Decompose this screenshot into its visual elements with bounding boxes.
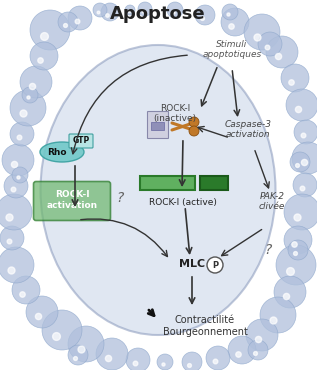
Circle shape: [274, 276, 306, 308]
Text: GTP: GTP: [72, 135, 90, 145]
Circle shape: [292, 142, 317, 174]
Circle shape: [284, 194, 317, 230]
Circle shape: [22, 87, 38, 103]
Circle shape: [30, 42, 58, 70]
Circle shape: [96, 338, 128, 370]
Circle shape: [207, 257, 223, 273]
Ellipse shape: [40, 142, 84, 162]
Circle shape: [10, 122, 34, 146]
FancyBboxPatch shape: [34, 182, 111, 221]
Circle shape: [286, 89, 317, 121]
Circle shape: [138, 2, 152, 16]
Circle shape: [2, 144, 34, 176]
Text: Apoptose: Apoptose: [110, 5, 206, 23]
Text: ?: ?: [264, 243, 272, 257]
Text: P: P: [212, 260, 218, 269]
Circle shape: [206, 346, 230, 370]
Circle shape: [182, 352, 202, 370]
Circle shape: [20, 66, 52, 98]
Circle shape: [288, 240, 308, 260]
Circle shape: [189, 126, 199, 136]
Circle shape: [93, 3, 107, 17]
Circle shape: [10, 90, 46, 126]
FancyBboxPatch shape: [140, 176, 195, 190]
Text: PAK-2
clivée: PAK-2 clivée: [259, 192, 285, 211]
FancyBboxPatch shape: [69, 134, 93, 148]
Circle shape: [222, 4, 238, 20]
Circle shape: [284, 226, 312, 254]
Circle shape: [58, 12, 78, 32]
Circle shape: [0, 194, 32, 230]
Circle shape: [294, 120, 317, 144]
Circle shape: [0, 247, 34, 283]
Circle shape: [276, 245, 316, 285]
Circle shape: [30, 10, 70, 50]
Text: ROCK-I
(inactive): ROCK-I (inactive): [153, 104, 197, 124]
Circle shape: [189, 117, 199, 127]
Circle shape: [246, 319, 278, 351]
Circle shape: [12, 276, 40, 304]
Circle shape: [42, 310, 82, 350]
Text: ?: ?: [116, 191, 124, 205]
Circle shape: [68, 326, 104, 362]
Text: Contractilité
Bourgeonnement: Contractilité Bourgeonnement: [163, 315, 248, 337]
Circle shape: [244, 14, 280, 50]
Circle shape: [26, 296, 58, 328]
Circle shape: [228, 336, 256, 364]
Circle shape: [125, 5, 135, 15]
Circle shape: [68, 6, 92, 30]
Circle shape: [0, 226, 24, 250]
Text: ROCK-I (active): ROCK-I (active): [149, 198, 217, 207]
Circle shape: [221, 8, 249, 36]
Text: ROCK-I
activation: ROCK-I activation: [46, 190, 98, 210]
Circle shape: [260, 297, 296, 333]
Circle shape: [4, 174, 28, 198]
Circle shape: [68, 345, 88, 365]
Circle shape: [290, 152, 310, 172]
Circle shape: [281, 64, 309, 92]
FancyBboxPatch shape: [200, 176, 228, 190]
Circle shape: [126, 348, 150, 370]
Text: Caspase-3
activation: Caspase-3 activation: [224, 120, 271, 139]
Ellipse shape: [41, 45, 275, 335]
Text: MLC: MLC: [179, 259, 205, 269]
Circle shape: [12, 167, 28, 183]
FancyBboxPatch shape: [151, 122, 164, 130]
Circle shape: [101, 3, 119, 21]
Text: Stimuli
apoptotiques: Stimuli apoptotiques: [202, 40, 262, 60]
Circle shape: [293, 173, 317, 197]
Circle shape: [248, 340, 268, 360]
Circle shape: [157, 354, 173, 370]
Circle shape: [258, 32, 282, 56]
Circle shape: [195, 5, 215, 25]
Circle shape: [167, 2, 183, 18]
Circle shape: [266, 36, 298, 68]
FancyBboxPatch shape: [147, 111, 169, 138]
Text: Rho: Rho: [47, 148, 67, 157]
